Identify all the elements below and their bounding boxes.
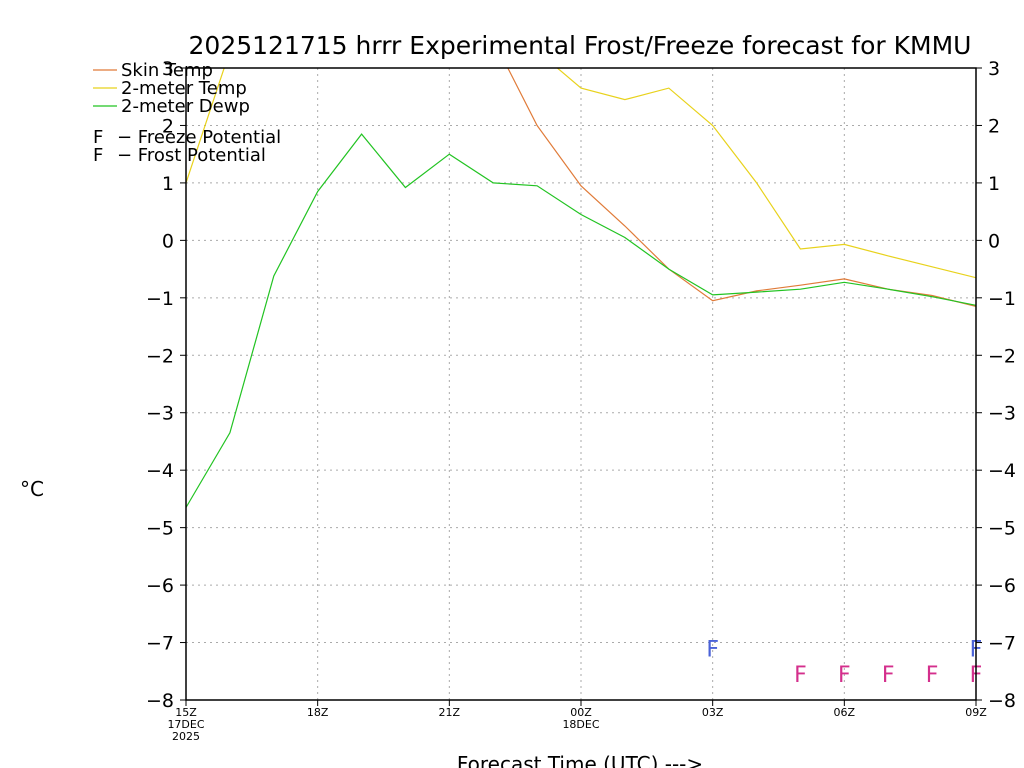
y-tick-label-left: −8	[146, 690, 174, 712]
legend-flag-label: − Frost Potential	[117, 145, 266, 166]
x-tick-label: 18DEC	[562, 718, 599, 731]
y-axis-label: °C	[20, 477, 44, 501]
x-tick-label: 2025	[172, 730, 200, 743]
freeze-flag: F	[882, 663, 895, 688]
legend-label: 2-meter Dewp	[121, 96, 250, 117]
legend-flag-glyph: F	[93, 145, 103, 166]
x-tick-label: 17DEC	[167, 718, 204, 731]
x-tick-label: 21Z	[439, 706, 461, 719]
y-tick-label-left: −4	[146, 460, 174, 482]
y-tick-label-right: −8	[988, 690, 1016, 712]
plot-frame	[185, 67, 977, 701]
y-tick-label-right: −6	[988, 575, 1016, 597]
y-tick-label-left: −5	[146, 518, 174, 540]
y-tick-label-left: 3	[162, 58, 174, 80]
x-tick-label: 15Z	[175, 706, 197, 719]
y-tick-label-right: 0	[988, 230, 1000, 252]
legend-flag-glyph: F	[93, 127, 103, 148]
y-tick-label-left: −7	[146, 633, 174, 655]
y-tick-label-right: −1	[988, 288, 1016, 310]
y-tick-label-left: −2	[146, 345, 174, 367]
y-tick-label-left: 2	[162, 115, 174, 137]
y-tick-label-right: 3	[988, 58, 1000, 80]
y-tick-label-left: 1	[162, 173, 174, 195]
y-tick-label-left: −1	[146, 288, 174, 310]
frost-flag: F	[706, 637, 719, 662]
y-tick-label-right: −2	[988, 345, 1016, 367]
y-tick-label-left: −3	[146, 403, 174, 425]
y-tick-label-right: −4	[988, 460, 1016, 482]
x-tick-label: 06Z	[834, 706, 856, 719]
series-lines	[186, 68, 976, 508]
freeze-flag: F	[838, 663, 851, 688]
y-tick-label-left: 0	[162, 230, 174, 252]
legend-label: 2-meter Temp	[121, 78, 247, 99]
legend-flag-label: − Freeze Potential	[117, 127, 281, 148]
y-axis-ticks: 3 3 2 2 1 1 0 0 −1 −1 −2 −2 −3 −3 −4 −4 −5 −5 −6 −6 −7 −7 −8 −8	[146, 58, 1016, 712]
freeze-flag: F	[926, 663, 939, 688]
y-tick-label-right: 2	[988, 115, 1000, 137]
x-tick-label: 18Z	[307, 706, 329, 719]
legend-label: Skin Temp	[121, 60, 213, 81]
x-tick-label: 03Z	[702, 706, 724, 719]
chart-title: 2025121715 hrrr Experimental Frost/Freez…	[189, 31, 972, 60]
series-line-2-meter-dewp	[186, 133, 976, 508]
x-tick-label: 09Z	[965, 706, 987, 719]
x-axis-label: Forecast Time (UTC) --->	[457, 752, 703, 768]
y-tick-label-right: −5	[988, 518, 1016, 540]
y-tick-label-right: −7	[988, 633, 1016, 655]
y-tick-label-right: −3	[988, 403, 1016, 425]
y-tick-label-right: 1	[988, 173, 1000, 195]
freeze-flag: F	[794, 663, 807, 688]
series-line-2-meter-temp	[186, 68, 976, 279]
x-tick-label: 00Z	[570, 706, 592, 719]
grid-lines	[185, 67, 977, 701]
y-tick-label-left: −6	[146, 575, 174, 597]
